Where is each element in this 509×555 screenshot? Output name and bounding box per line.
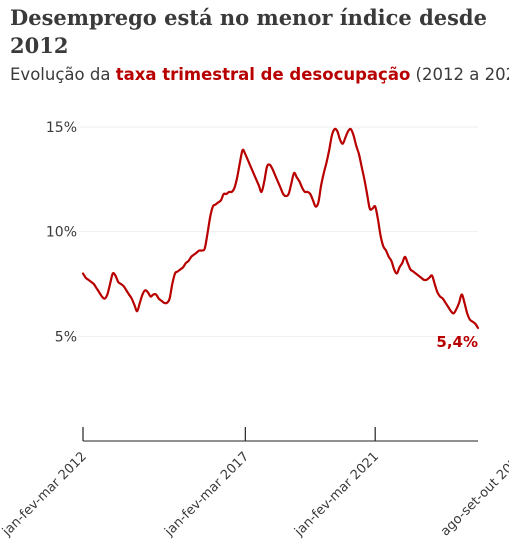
- x-tick-label: jan-fev-mar 2012: [0, 449, 90, 540]
- y-tick-label: 5%: [55, 329, 77, 345]
- y-axis-ticks: 5% 10% 15%: [46, 120, 77, 345]
- x-tick-label: jan-fev-mar 2017: [161, 449, 252, 540]
- series-layer: [81, 127, 480, 330]
- y-tick-label: 15%: [46, 120, 77, 136]
- subtitle-prefix: Evolução da: [10, 65, 116, 84]
- chart-title: Desemprego está no menor índice desde 20…: [10, 5, 487, 58]
- end-value-label: 5,4%: [436, 333, 478, 351]
- subtitle-suffix: (2012 a 2025): [415, 65, 509, 84]
- y-tick-label: 10%: [46, 225, 77, 241]
- data-labels: 5,4%: [436, 333, 478, 351]
- series-line: [81, 127, 480, 330]
- chart-subtitle: Evolução da taxa trimestral de desocupaç…: [10, 64, 509, 86]
- x-tick-label: ago-set-out 2025: [438, 449, 509, 539]
- x-axis: jan-fev-mar 2012 jan-fev-mar 2017 jan-fev-…: [0, 427, 509, 540]
- x-tick-label: jan-fev-mar 2021: [291, 449, 382, 540]
- subtitle-highlight: taxa trimestral de desocupação: [115, 65, 411, 84]
- gridlines: [78, 126, 478, 337]
